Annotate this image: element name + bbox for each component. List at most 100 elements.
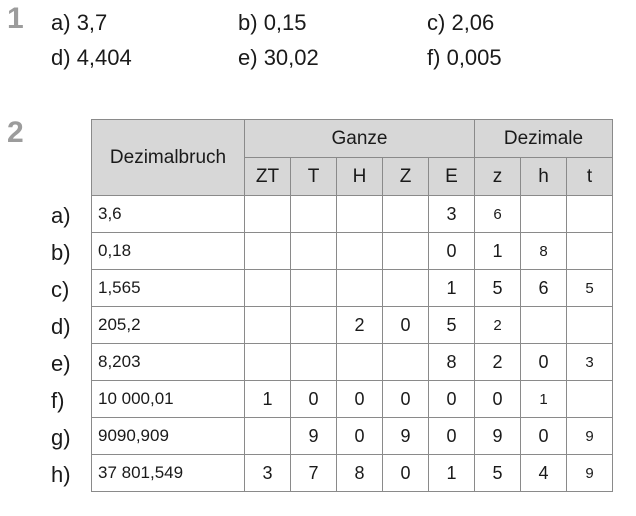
digit-cell: 5 — [566, 269, 613, 307]
answer-value: 4,404 — [76, 45, 132, 70]
table-row: 0,18 0 1 8 — [91, 232, 613, 270]
digit-cell — [290, 306, 337, 344]
digit-cell: 0 — [336, 417, 383, 455]
digit-cell — [244, 306, 291, 344]
digit-cell: 6 — [474, 195, 521, 233]
fraction-cell: 3,6 — [91, 195, 245, 233]
digit-cell — [566, 306, 613, 344]
answer-f: f) 0,005 — [427, 45, 502, 71]
digit-cell — [336, 232, 383, 270]
digit-cell — [290, 343, 337, 381]
fraction-cell: 9090,909 — [91, 417, 245, 455]
digit-cell — [382, 232, 429, 270]
digit-cell: 5 — [474, 269, 521, 307]
digit-cell — [336, 269, 383, 307]
digit-cell: 9 — [566, 417, 613, 455]
digit-cell: 0 — [382, 380, 429, 418]
digit-cell: 9 — [290, 417, 337, 455]
column-header-z-small: z — [474, 157, 521, 196]
digit-cell: 0 — [520, 417, 567, 455]
answer-b: b) 0,15 — [238, 10, 307, 36]
column-header-h: H — [336, 157, 383, 196]
digit-cell: 9 — [566, 454, 613, 492]
answer-a: a) 3,7 — [51, 10, 107, 36]
answer-value: 0,005 — [446, 45, 502, 70]
digit-cell — [566, 195, 613, 233]
answer-label: c) — [427, 10, 446, 35]
row-label-e: e) — [51, 351, 71, 376]
table-row: 1,565 1 5 6 5 — [91, 269, 613, 307]
digit-cell — [566, 380, 613, 418]
answer-value: 2,06 — [451, 10, 495, 35]
table-row: 8,203 8 2 0 3 — [91, 343, 613, 381]
fraction-cell: 8,203 — [91, 343, 245, 381]
digit-cell: 0 — [382, 306, 429, 344]
digit-cell: 8 — [520, 232, 567, 270]
answer-value: 3,7 — [76, 10, 108, 35]
digit-cell: 3 — [428, 195, 475, 233]
column-header-z: Z — [382, 157, 429, 196]
row-label-f: f) — [51, 388, 65, 413]
digit-cell: 3 — [566, 343, 613, 381]
digit-cell: 0 — [428, 380, 475, 418]
column-header-zt: ZT — [244, 157, 291, 196]
table-row: 3,6 3 6 — [91, 195, 613, 233]
digit-cell: 6 — [520, 269, 567, 307]
digit-cell: 9 — [382, 417, 429, 455]
digit-cell — [566, 232, 613, 270]
answer-value: 0,15 — [263, 10, 307, 35]
digit-cell: 1 — [428, 454, 475, 492]
table-row: 37 801,549 3 7 8 0 1 5 4 9 — [91, 454, 613, 492]
digit-cell — [382, 195, 429, 233]
digit-cell: 2 — [336, 306, 383, 344]
digit-cell: 8 — [428, 343, 475, 381]
digit-cell — [520, 306, 567, 344]
answer-label: b) — [238, 10, 258, 35]
header-dezimale: Dezimale — [474, 119, 613, 158]
digit-cell: 8 — [336, 454, 383, 492]
row-label-g: g) — [51, 425, 71, 450]
row-label-a: a) — [51, 203, 71, 228]
digit-cell: 1 — [428, 269, 475, 307]
answer-label: e) — [238, 45, 258, 70]
digit-cell: 0 — [428, 232, 475, 270]
digit-cell: 1 — [520, 380, 567, 418]
digit-cell — [382, 269, 429, 307]
digit-cell — [244, 343, 291, 381]
fraction-cell: 37 801,549 — [91, 454, 245, 492]
column-header-t-small: t — [566, 157, 613, 196]
digit-cell: 9 — [474, 417, 521, 455]
place-value-table: Dezimalbruch Ganze Dezimale ZT T H Z E z… — [91, 119, 613, 492]
row-label-b: b) — [51, 240, 71, 265]
digit-cell: 2 — [474, 343, 521, 381]
digit-cell: 5 — [474, 454, 521, 492]
answer-d: d) 4,404 — [51, 45, 132, 71]
digit-cell — [244, 417, 291, 455]
digit-cell: 3 — [244, 454, 291, 492]
exercise-number-2: 2 — [7, 116, 24, 149]
digit-cell: 0 — [428, 417, 475, 455]
digit-cell: 2 — [474, 306, 521, 344]
digit-cell — [244, 232, 291, 270]
digit-cell — [244, 195, 291, 233]
table-row: 9090,909 9 0 9 0 9 0 9 — [91, 417, 613, 455]
answer-c: c) 2,06 — [427, 10, 494, 36]
answer-label: d) — [51, 45, 71, 70]
digit-cell — [336, 343, 383, 381]
answer-value: 30,02 — [263, 45, 319, 70]
column-header-h-small: h — [520, 157, 567, 196]
digit-cell: 4 — [520, 454, 567, 492]
digit-cell: 1 — [474, 232, 521, 270]
digit-cell: 0 — [290, 380, 337, 418]
digit-cell: 0 — [474, 380, 521, 418]
fraction-cell: 10 000,01 — [91, 380, 245, 418]
column-header-t: T — [290, 157, 337, 196]
digit-cell: 0 — [520, 343, 567, 381]
digit-cell — [336, 195, 383, 233]
fraction-cell: 1,565 — [91, 269, 245, 307]
answer-e: e) 30,02 — [238, 45, 319, 71]
digit-cell: 5 — [428, 306, 475, 344]
header-ganze: Ganze — [244, 119, 475, 158]
digit-cell — [290, 195, 337, 233]
digit-cell — [290, 232, 337, 270]
